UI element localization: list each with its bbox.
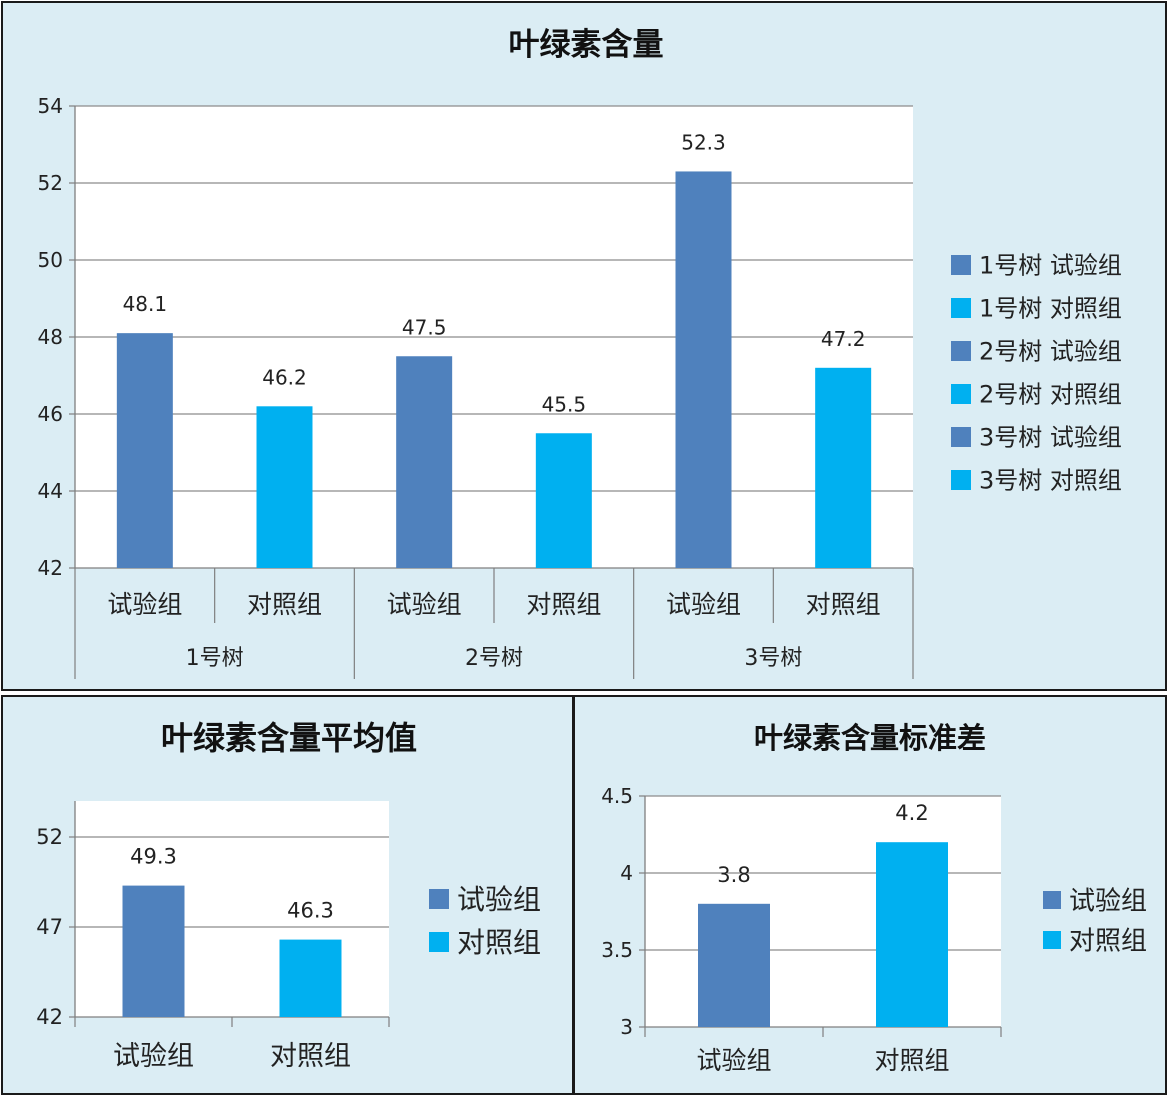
bar bbox=[535, 433, 592, 568]
data-label: 49.3 bbox=[130, 845, 177, 869]
y-tick-label: 48 bbox=[38, 325, 63, 349]
legend-label: 对照组 bbox=[1069, 926, 1147, 956]
plot-area bbox=[75, 801, 389, 1017]
y-tick-label: 54 bbox=[38, 94, 63, 118]
bar bbox=[116, 333, 173, 568]
y-tick-label: 46 bbox=[38, 402, 63, 426]
bar bbox=[675, 171, 732, 568]
y-tick-label: 44 bbox=[38, 479, 63, 503]
y-tick-label: 42 bbox=[36, 1005, 63, 1029]
y-tick-label: 47 bbox=[36, 915, 63, 939]
legend-swatch bbox=[429, 932, 449, 952]
chart-title: 叶绿素含量 bbox=[509, 27, 664, 63]
data-label: 46.3 bbox=[287, 899, 334, 923]
x-category-label: 对照组 bbox=[874, 1046, 949, 1075]
bar bbox=[256, 406, 313, 568]
y-tick-label: 42 bbox=[38, 556, 63, 580]
y-tick-label: 50 bbox=[38, 248, 63, 272]
y-tick-label: 3 bbox=[620, 1015, 633, 1039]
data-label: 3.8 bbox=[717, 863, 750, 887]
x-category-label: 对照组 bbox=[806, 590, 881, 619]
x-category-label: 试验组 bbox=[387, 590, 462, 619]
chart-panel-std: 叶绿素含量标准差 3 3.5 4 4.5 3.8 试验组 4.2 对照组 试验组 对照组 bbox=[573, 695, 1167, 1095]
legend-swatch bbox=[951, 341, 971, 361]
legend-label: 试验组 bbox=[457, 883, 541, 916]
x-group-label: 3号树 bbox=[744, 646, 802, 671]
bar bbox=[815, 367, 872, 568]
legend-swatch bbox=[1043, 931, 1061, 949]
x-group-label: 1号树 bbox=[186, 646, 244, 671]
y-tick-label: 4 bbox=[620, 861, 633, 885]
x-group-label: 2号树 bbox=[465, 646, 523, 671]
bar bbox=[122, 885, 185, 1017]
data-label: 47.5 bbox=[402, 315, 447, 339]
y-tick-label: 3.5 bbox=[601, 938, 633, 962]
legend-label: 对照组 bbox=[457, 926, 541, 959]
bar bbox=[698, 903, 770, 1027]
legend-label: 2号树 对照组 bbox=[979, 381, 1122, 409]
x-category-label: 对照组 bbox=[247, 590, 322, 619]
bar bbox=[279, 939, 342, 1017]
legend-swatch bbox=[951, 470, 971, 490]
x-category-label: 试验组 bbox=[107, 590, 182, 619]
y-tick-label: 52 bbox=[36, 825, 63, 849]
legend-label: 1号树 试验组 bbox=[979, 252, 1122, 280]
y-tick-label: 4.5 bbox=[601, 784, 633, 808]
data-label: 48.1 bbox=[123, 292, 168, 316]
data-label: 47.2 bbox=[821, 327, 866, 351]
data-label: 4.2 bbox=[895, 801, 928, 825]
data-label: 46.2 bbox=[262, 365, 307, 389]
bar bbox=[396, 356, 453, 568]
chlorophyll-chart: 叶绿素含量 42 44 46 48 50 52 54 48.1 试验组 46.2 对照组 47.5 试验组… bbox=[38, 27, 1122, 679]
legend-label: 3号树 试验组 bbox=[979, 424, 1122, 452]
legend-label: 3号树 对照组 bbox=[979, 467, 1122, 495]
legend-swatch bbox=[951, 255, 971, 275]
legend-swatch bbox=[429, 889, 449, 909]
legend-swatch bbox=[951, 427, 971, 447]
legend-swatch bbox=[951, 298, 971, 318]
y-tick-label: 52 bbox=[38, 171, 63, 195]
chart-panel-mean: 叶绿素含量平均值 42 47 52 49.3 试验组 46.3 对照组 试验组 对照组 bbox=[1, 695, 574, 1095]
legend-label: 1号树 对照组 bbox=[979, 295, 1122, 323]
x-category-label: 试验组 bbox=[113, 1041, 194, 1072]
x-category-label: 对照组 bbox=[526, 590, 601, 619]
data-label: 45.5 bbox=[542, 392, 587, 416]
legend-label: 2号树 试验组 bbox=[979, 338, 1122, 366]
data-label: 52.3 bbox=[681, 130, 726, 154]
chart-title: 叶绿素含量平均值 bbox=[161, 719, 417, 757]
legend-label: 试验组 bbox=[1069, 886, 1147, 916]
chart-title: 叶绿素含量标准差 bbox=[754, 721, 986, 755]
x-category-label: 对照组 bbox=[270, 1041, 351, 1072]
chart-panel-main: 叶绿素含量 42 44 46 48 50 52 54 48.1 试验组 46.2 对照组 47.5 试验组… bbox=[1, 1, 1167, 691]
legend-swatch bbox=[1043, 891, 1061, 909]
legend-swatch bbox=[951, 384, 971, 404]
x-category-label: 试验组 bbox=[696, 1046, 771, 1075]
x-category-label: 试验组 bbox=[666, 590, 741, 619]
bar bbox=[876, 842, 948, 1027]
